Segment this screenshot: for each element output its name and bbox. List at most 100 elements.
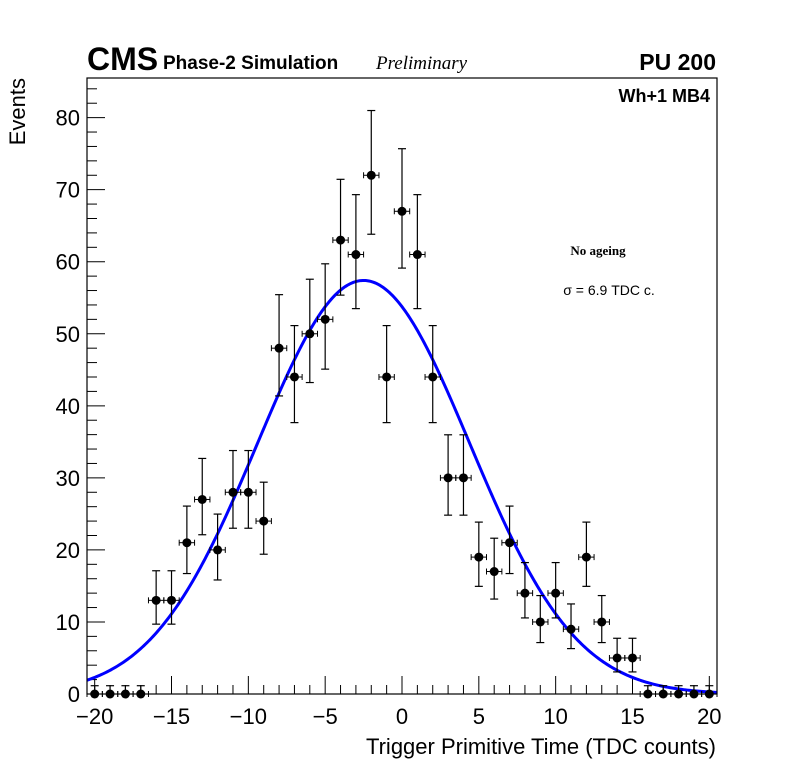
data-point bbox=[255, 481, 272, 555]
y-tick-label: 80 bbox=[56, 106, 80, 131]
data-marker bbox=[228, 487, 238, 497]
data-marker bbox=[505, 538, 515, 548]
data-point bbox=[532, 594, 549, 644]
data-point bbox=[578, 521, 595, 587]
data-points-layer bbox=[86, 109, 718, 699]
data-point bbox=[224, 449, 242, 529]
sigma-label: σ = 6.9 TDC c. bbox=[563, 282, 655, 298]
data-marker bbox=[566, 624, 576, 634]
x-tick-label: −10 bbox=[230, 704, 267, 729]
data-marker bbox=[320, 314, 330, 324]
y-tick-label: 60 bbox=[56, 250, 80, 275]
data-point bbox=[486, 537, 503, 600]
data-point bbox=[639, 685, 657, 699]
data-point bbox=[301, 278, 318, 384]
data-point bbox=[163, 570, 180, 625]
data-marker bbox=[197, 494, 207, 504]
data-point bbox=[378, 325, 395, 424]
fit-layer bbox=[86, 278, 718, 694]
y-tick-label: 20 bbox=[56, 538, 80, 563]
data-marker bbox=[443, 473, 453, 483]
data-point bbox=[194, 457, 211, 536]
data-point bbox=[516, 561, 534, 619]
data-point bbox=[593, 594, 610, 644]
data-point bbox=[147, 570, 165, 625]
data-marker bbox=[474, 552, 484, 562]
data-point bbox=[409, 194, 426, 310]
y-axis-title: Events bbox=[5, 78, 30, 145]
y-tick-label: 30 bbox=[56, 466, 80, 491]
data-marker bbox=[259, 516, 269, 526]
pileup-label: PU 200 bbox=[639, 49, 716, 75]
x-tick-label: 15 bbox=[620, 704, 644, 729]
x-tick-label: 20 bbox=[697, 704, 721, 729]
x-tick-label: −15 bbox=[153, 704, 190, 729]
data-point bbox=[86, 685, 103, 699]
y-tick-label: 0 bbox=[68, 682, 80, 707]
y-tick-label: 40 bbox=[56, 394, 80, 419]
data-marker bbox=[151, 595, 161, 605]
data-marker bbox=[627, 653, 637, 663]
data-marker bbox=[597, 617, 607, 627]
data-marker bbox=[535, 617, 545, 627]
y-tick-label: 70 bbox=[56, 178, 80, 203]
data-point bbox=[439, 434, 457, 516]
x-tick-label: −5 bbox=[313, 704, 338, 729]
data-point bbox=[316, 263, 334, 370]
x-tick-label: −20 bbox=[76, 704, 113, 729]
data-marker bbox=[382, 372, 392, 382]
phase2-simulation-label: Phase-2 Simulation bbox=[163, 53, 338, 74]
x-axis-title: Trigger Primitive Time (TDC counts) bbox=[366, 734, 716, 759]
data-point bbox=[562, 603, 580, 650]
y-tick-label: 50 bbox=[56, 322, 80, 347]
preliminary-label: Preliminary bbox=[375, 53, 468, 74]
data-point bbox=[178, 505, 196, 575]
plot-frame bbox=[86, 77, 718, 695]
x-tick-label: 10 bbox=[543, 704, 567, 729]
data-marker bbox=[581, 552, 591, 562]
data-point bbox=[424, 325, 441, 424]
x-tick-label: 5 bbox=[473, 704, 485, 729]
data-marker bbox=[289, 372, 299, 382]
data-marker bbox=[428, 372, 438, 382]
data-point bbox=[132, 685, 149, 699]
data-marker bbox=[412, 250, 422, 260]
data-marker bbox=[520, 588, 530, 598]
data-marker bbox=[551, 588, 561, 598]
data-point bbox=[470, 521, 488, 587]
data-marker bbox=[274, 343, 284, 353]
data-point bbox=[101, 685, 119, 699]
data-point bbox=[117, 685, 134, 699]
data-marker bbox=[182, 538, 192, 548]
cms-label: CMS bbox=[87, 41, 158, 77]
data-marker bbox=[167, 595, 177, 605]
data-marker bbox=[213, 545, 223, 555]
x-tick-label: 0 bbox=[396, 704, 408, 729]
condition-label: No ageing bbox=[570, 243, 626, 258]
data-point bbox=[624, 637, 641, 673]
data-marker bbox=[366, 170, 376, 180]
data-marker bbox=[489, 567, 499, 577]
data-point bbox=[209, 513, 226, 581]
data-marker bbox=[397, 206, 407, 216]
region-label: Wh+1 MB4 bbox=[618, 86, 710, 106]
data-point bbox=[363, 109, 380, 235]
data-marker bbox=[612, 653, 622, 663]
data-point bbox=[547, 561, 564, 619]
data-marker bbox=[243, 487, 253, 497]
gaussian-fit-curve bbox=[86, 278, 718, 694]
data-point bbox=[393, 148, 411, 269]
data-marker bbox=[458, 473, 468, 483]
y-tick-label: 10 bbox=[56, 610, 80, 635]
data-point bbox=[270, 294, 288, 397]
data-point bbox=[286, 325, 303, 424]
data-point bbox=[501, 505, 518, 575]
data-point bbox=[347, 194, 365, 310]
axis-tick-labels: −20 −15 −10 −5 0 5 10 15 20 0 10 20 30 40 50 60 70 80 bbox=[56, 106, 722, 729]
data-point bbox=[332, 178, 349, 296]
data-marker bbox=[351, 250, 361, 260]
data-point bbox=[240, 449, 257, 529]
data-marker bbox=[305, 329, 315, 339]
data-marker bbox=[336, 235, 346, 245]
